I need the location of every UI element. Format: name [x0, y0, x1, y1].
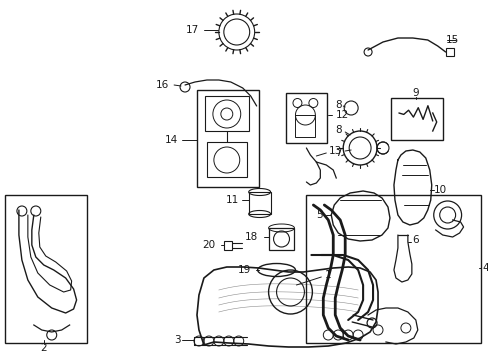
- Bar: [390, 98, 442, 140]
- Bar: [295, 115, 315, 137]
- Text: 12: 12: [335, 110, 348, 120]
- Text: 16: 16: [155, 80, 168, 90]
- Text: 2: 2: [41, 343, 47, 353]
- Bar: [306, 195, 481, 343]
- Bar: [268, 228, 294, 250]
- Text: 20: 20: [202, 240, 215, 250]
- Text: 1: 1: [325, 270, 331, 280]
- Text: 11: 11: [225, 195, 239, 205]
- Bar: [204, 96, 248, 131]
- Text: 7: 7: [334, 148, 341, 158]
- Bar: [5, 195, 86, 343]
- Text: 19: 19: [238, 265, 251, 275]
- Bar: [224, 241, 231, 250]
- Bar: [206, 142, 246, 177]
- Bar: [445, 48, 453, 56]
- Text: 17: 17: [185, 25, 198, 35]
- Text: 14: 14: [164, 135, 177, 145]
- Text: 9: 9: [412, 88, 418, 98]
- Text: 18: 18: [244, 232, 258, 242]
- Bar: [285, 93, 326, 143]
- Text: 8: 8: [334, 125, 341, 135]
- Text: 13: 13: [328, 146, 341, 156]
- Text: 15: 15: [445, 35, 458, 45]
- Bar: [248, 192, 270, 214]
- Bar: [197, 90, 258, 187]
- Text: 8: 8: [334, 100, 341, 110]
- Text: 6: 6: [412, 235, 418, 245]
- Text: 4: 4: [481, 263, 488, 273]
- Text: 5: 5: [315, 210, 322, 220]
- Text: 10: 10: [433, 185, 447, 195]
- Text: 3: 3: [173, 335, 180, 345]
